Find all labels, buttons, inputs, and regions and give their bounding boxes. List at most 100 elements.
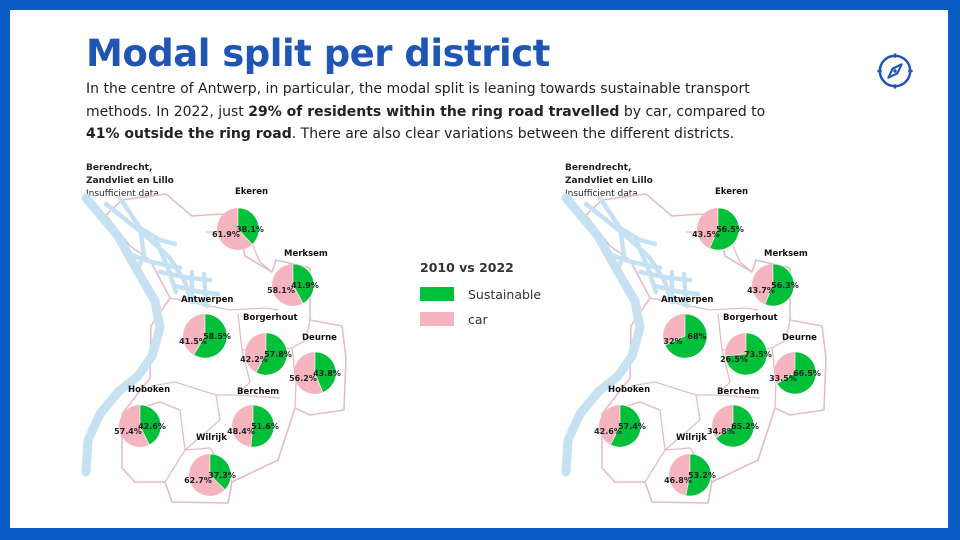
district-name: Antwerpen: [181, 295, 233, 305]
intro-highlight-2: 41% outside the ring road: [86, 126, 292, 142]
page-title: Modal split per district: [86, 32, 550, 75]
slide: Modal split per district In the centre o…: [10, 10, 948, 528]
excluded-district-name-line2: Zandvliet en Lillo: [86, 176, 174, 186]
car-share-label: 34.8%: [707, 427, 735, 436]
pie-slice-sustainable: [292, 263, 315, 304]
harbour-dock: [135, 225, 147, 271]
harbour-dock: [117, 195, 178, 247]
harbour-dock: [615, 225, 627, 271]
pie-slice-sustainable: [139, 404, 162, 446]
district-border: [771, 347, 777, 409]
district-name: Berchem: [717, 387, 759, 397]
district-name: Berchem: [237, 387, 279, 397]
intro-text-1: In the centre of Antwerp, in particular,…: [86, 81, 750, 120]
harbour-dock: [597, 195, 658, 247]
intro-highlight-1: 29% of residents within the ring road tr…: [248, 103, 620, 120]
pie-slice-sustainable: [237, 207, 260, 245]
excluded-district-note-2010: Berendrecht, Zandvliet en Lillo Insuffic…: [86, 162, 174, 201]
harbour-dock: [125, 251, 183, 271]
pie-slice-sustainable: [255, 332, 288, 376]
pie-slice-sustainable: [314, 351, 337, 393]
sustainable-share-label: 42.6%: [138, 422, 166, 431]
car-share-label: 33.5%: [769, 374, 797, 383]
legend-item-sustainable: Sustainable: [420, 283, 541, 305]
harbour-dock: [152, 235, 179, 295]
car-share-label: 42.2%: [240, 355, 268, 364]
excluded-district-name-line1: Berendrecht,: [565, 163, 632, 173]
pie-slice-sustainable: [776, 351, 817, 395]
district-name: Antwerpen: [661, 295, 713, 305]
car-share-label: 43.7%: [747, 286, 775, 295]
legend-label-sustainable: Sustainable: [468, 286, 542, 302]
legend-title: 2010 vs 2022: [420, 260, 514, 275]
district-berchem: Berchem 51.6%48.4%: [227, 387, 279, 448]
car-share-label: 58.1%: [267, 286, 295, 295]
district-merksem: Merksem 56.3%43.7%: [747, 249, 808, 307]
district-antwerpen: Antwerpen 58.5%41.5%: [179, 295, 233, 359]
district-name: Ekeren: [235, 187, 268, 197]
intro-paragraph: In the centre of Antwerp, in particular,…: [86, 78, 786, 146]
district-border: [184, 394, 221, 451]
district-ekeren: Ekeren 56.5%43.5%: [692, 187, 748, 251]
district-border: [291, 347, 297, 409]
district-name: Deurne: [302, 333, 337, 343]
district-hoboken: Hoboken 57.4%42.6%: [594, 385, 650, 448]
intro-text-3: . There are also clear variations betwee…: [291, 126, 735, 142]
sustainable-share-label: 43.8%: [313, 369, 341, 378]
district-name: Borgerhout: [243, 313, 298, 323]
harbour-dock: [201, 271, 209, 305]
car-share-label: 61.9%: [212, 230, 240, 239]
harbour-dock: [172, 283, 221, 297]
district-antwerpen: Antwerpen 68% 32%: [661, 295, 713, 359]
district-wilrijk: Wilrijk 37.3%62.7%: [184, 433, 236, 496]
sustainable-share-label: 53.2%: [688, 471, 716, 480]
legend-swatch-car: [420, 312, 454, 326]
compass-icon: [877, 53, 913, 89]
intro-text-2: by car, compared to: [619, 103, 766, 120]
district-borgerhout: Borgerhout 57.8%42.2%: [240, 313, 298, 376]
insufficient-data-text: Insufficient data: [86, 189, 159, 199]
district-berchem: Berchem 65.2%34.8%: [707, 387, 759, 448]
district-merksem: Merksem 41.9%58.1%: [267, 249, 328, 306]
sustainable-share-label: 73.5%: [744, 350, 772, 359]
sustainable-share-label: 58.5%: [203, 332, 231, 341]
district-map-2022: Ekeren 56.5%43.5% Merksem 56.3%43.7% Antwerp…: [561, 187, 827, 504]
legend-label-car: car: [468, 311, 488, 327]
pie-slice-sustainable: [709, 207, 740, 251]
car-share-label: 48.4%: [227, 427, 255, 436]
district-borgerhout: Borgerhout 73.5%26.5%: [720, 313, 778, 376]
district-deurne: Deurne 66.5%33.5%: [769, 333, 821, 395]
sustainable-share-label: 66.5%: [793, 369, 821, 378]
sustainable-share-label: 56.3%: [771, 281, 799, 290]
district-name: Hoboken: [128, 385, 170, 395]
insufficient-data-text: Insufficient data: [565, 189, 638, 199]
district-name: Merksem: [764, 249, 808, 259]
car-share-label: 46.8%: [664, 476, 692, 485]
excluded-district-name-line1: Berendrecht,: [86, 163, 153, 173]
pie-slice-sustainable: [209, 453, 232, 491]
pie-slice-sustainable: [250, 404, 275, 448]
district-map-2010: Ekeren 38.1%61.9% Merksem 41.9%58.1% Antwerp…: [81, 187, 347, 504]
pie-slice-sustainable: [610, 404, 642, 448]
car-share-label: 62.7%: [184, 476, 212, 485]
district-name: Borgerhout: [723, 313, 778, 323]
legend-swatch-sustainable: [420, 287, 454, 301]
river-scheldt: [81, 193, 165, 477]
district-name: Wilrijk: [676, 433, 707, 443]
district-border: [664, 394, 701, 451]
legend: 2010 vs 2022 Sustainable car: [420, 260, 541, 333]
district-name: Wilrijk: [196, 433, 227, 443]
harbour-dock: [681, 271, 689, 305]
district-border: [717, 313, 731, 396]
car-share-label: 57.4%: [114, 427, 142, 436]
district-name: Hoboken: [608, 385, 650, 395]
sustainable-share-label: 56.5%: [716, 225, 744, 234]
district-ekeren: Ekeren 38.1%61.9%: [212, 187, 268, 250]
car-share-label: 56.2%: [289, 374, 317, 383]
harbour-dock: [632, 235, 659, 295]
legend-item-car: car: [420, 308, 541, 330]
sustainable-share-label: 57.4%: [618, 422, 646, 431]
pie-slice-sustainable: [685, 453, 712, 497]
sustainable-share-label: 68%: [687, 332, 706, 341]
car-share-label: 42.6%: [594, 427, 622, 436]
